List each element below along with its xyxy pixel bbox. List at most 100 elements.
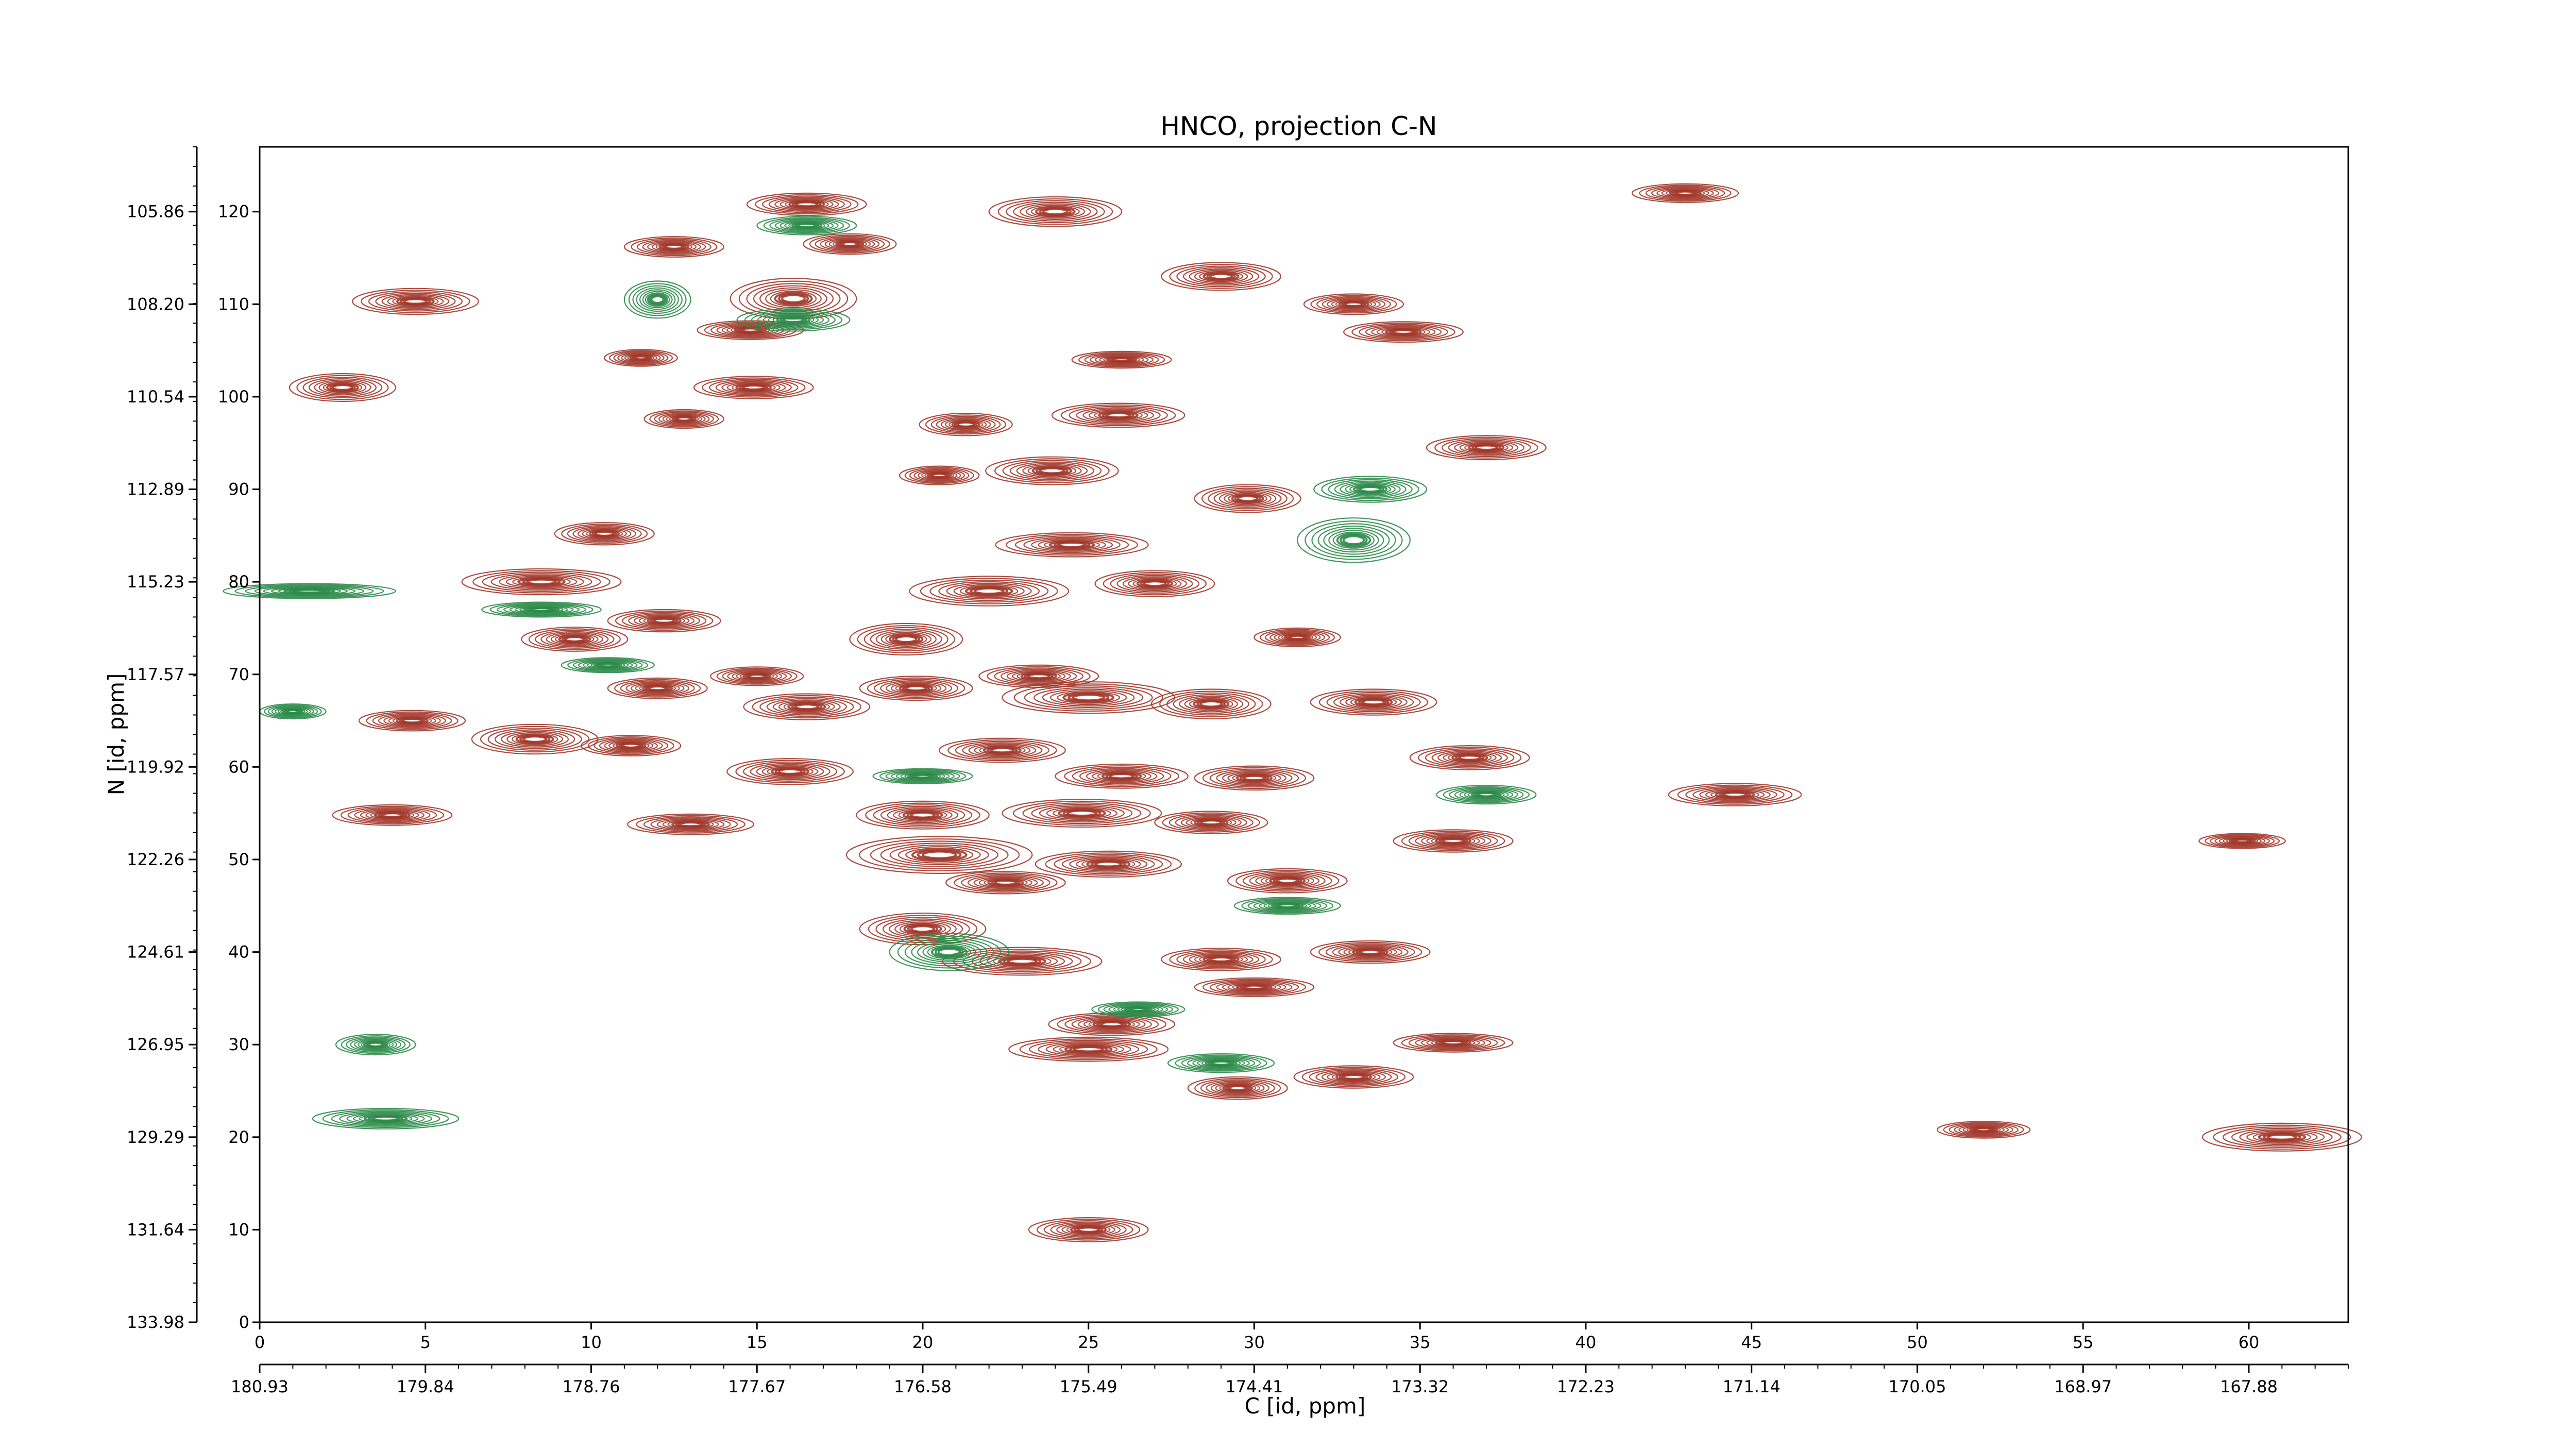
contour-level-4 [1192, 1057, 1250, 1069]
contour-level-3 [938, 581, 1040, 601]
contour-level-2 [1247, 899, 1328, 913]
contour-level-1 [859, 838, 1020, 871]
contour-level-2 [245, 585, 374, 597]
contour-level-1 [994, 458, 1110, 483]
contour-level-3 [2231, 1127, 2333, 1147]
contour-level-5 [1194, 269, 1248, 283]
positive-peak-40 [581, 735, 682, 756]
contour-level-2 [572, 659, 643, 671]
contour-level-5 [1464, 790, 1509, 800]
contour-level-3 [1038, 1041, 1140, 1057]
contour-level-5 [1426, 1038, 1480, 1048]
contour-level-5 [1705, 789, 1765, 800]
contour-level-3 [271, 706, 314, 717]
contour-level-3 [1206, 1080, 1270, 1096]
contour-level-2 [2222, 1126, 2342, 1148]
positive-peak-50 [1002, 799, 1162, 828]
contour-level-9 [1039, 467, 1065, 475]
contour-level-4 [1255, 873, 1320, 888]
positive-peak-63 [1008, 1036, 1169, 1062]
contour-level-2 [930, 415, 1001, 433]
contour-level-3 [1183, 267, 1260, 286]
contour-level-1 [608, 350, 673, 366]
contour-level-6 [905, 847, 974, 862]
contour-level-3 [1013, 201, 1098, 222]
contour-level-3 [1173, 694, 1249, 714]
contour-level-5 [1343, 946, 1397, 958]
contour-level-5 [880, 631, 932, 647]
contour-level-9 [2266, 1134, 2298, 1141]
contour-level-3 [1116, 575, 1193, 593]
contour-level-4 [1113, 1005, 1164, 1014]
contour-level-0 [1297, 517, 1411, 563]
x-ppm-tick-label: 176.58 [894, 1377, 952, 1396]
contour-level-3 [650, 817, 731, 832]
positive-peak-66 [1293, 1065, 1414, 1089]
contour-level-0 [899, 465, 980, 485]
y-ppm-tick-label: 133.98 [127, 1312, 184, 1332]
contour-level-2 [482, 571, 601, 592]
contour-level-2 [1449, 787, 1524, 802]
contour-level-1 [1194, 1078, 1281, 1099]
contour-level-5 [387, 295, 444, 308]
contour-level-3 [1076, 407, 1161, 424]
contour-level-2 [759, 696, 854, 717]
contour-level-4 [498, 574, 584, 589]
contour-level-9 [1042, 208, 1069, 215]
contour-level-3 [1415, 1036, 1492, 1049]
positive-peak-60 [1310, 940, 1431, 964]
contour-level-9 [909, 812, 936, 819]
contour-level-4 [1031, 537, 1113, 552]
contour-level-1 [480, 726, 590, 753]
y-index-tick-label: 30 [228, 1035, 249, 1054]
contour-level-9 [1441, 838, 1465, 844]
contour-level-1 [1060, 404, 1176, 427]
contour-level-2 [594, 737, 669, 754]
contour-level-3 [1001, 668, 1077, 684]
contour-level-4 [1421, 834, 1486, 848]
contour-level-1 [1103, 571, 1207, 596]
contour-level-3 [1321, 297, 1386, 311]
contour-level-1 [631, 237, 718, 257]
contour-level-1 [1943, 1122, 2024, 1138]
positive-peak-20 [1194, 484, 1301, 513]
contour-level-0 [1055, 763, 1189, 789]
contour-level-9 [380, 812, 404, 818]
contour-level-4 [582, 661, 633, 670]
contour-level-2 [1309, 1068, 1399, 1086]
contour-level-0 [1303, 293, 1404, 315]
contour-level-0 [521, 627, 629, 652]
contour-level-3 [1334, 480, 1406, 498]
x-index-tick-label: 55 [2073, 1333, 2094, 1352]
contour-level-1 [489, 602, 594, 617]
x-ppm-tick-label: 168.97 [2054, 1377, 2112, 1396]
contour-level-4 [2218, 836, 2266, 846]
negative-peak-78 [335, 1034, 416, 1056]
contour-level-9 [1441, 1040, 1465, 1046]
contour-level-1 [1318, 941, 1422, 963]
contour-level-4 [577, 527, 632, 541]
contour-level-4 [647, 241, 701, 253]
contour-level-2 [1006, 200, 1105, 224]
contour-level-9 [1209, 956, 1233, 963]
contour-level-2 [535, 630, 615, 649]
contour-level-4 [1340, 482, 1401, 497]
contour-level-4 [889, 844, 989, 866]
contour-level-5 [778, 700, 835, 713]
contour-level-2 [1176, 265, 1266, 288]
contour-level-1 [735, 760, 845, 784]
contour-level-9 [994, 880, 1018, 886]
contour-level-0 [1187, 1076, 1288, 1100]
contour-level-2 [1103, 1003, 1174, 1016]
contour-level-1 [897, 935, 1002, 969]
contour-level-9 [1359, 486, 1382, 493]
positive-peak-25 [1094, 570, 1215, 597]
contour-level-2 [1442, 438, 1531, 458]
contour-level-1 [1169, 264, 1273, 289]
negative-peak-85 [872, 768, 973, 784]
y-ppm-tick-label: 108.20 [127, 294, 184, 314]
contour-level-1 [528, 628, 621, 650]
contour-level-5 [978, 877, 1033, 888]
contour-level-1 [1677, 784, 1793, 805]
contour-level-4 [1039, 805, 1125, 821]
